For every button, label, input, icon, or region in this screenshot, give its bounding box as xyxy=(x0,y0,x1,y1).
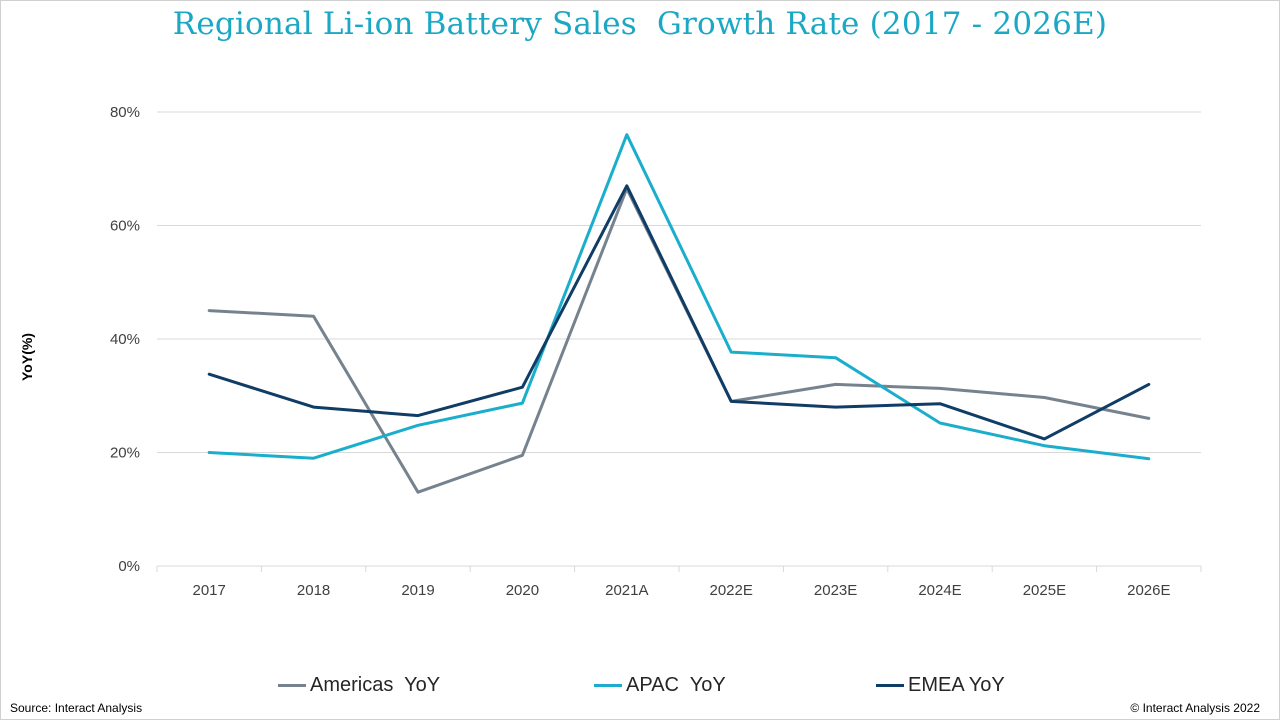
copyright-note: © Interact Analysis 2022 xyxy=(1130,701,1260,715)
legend-label-emea: EMEA YoY xyxy=(908,673,1005,696)
legend: Americas YoY APAC YoY EMEA YoY xyxy=(0,670,1280,700)
x-tick-label: 2021A xyxy=(605,582,648,599)
legend-item-americas: Americas YoY xyxy=(278,670,440,700)
y-tick-label: 60% xyxy=(110,218,140,235)
chart-title: Regional Li-ion Battery Sales Growth Rat… xyxy=(172,6,1108,42)
series-line-emea xyxy=(207,184,1151,441)
gridlines xyxy=(157,111,1201,453)
x-axis xyxy=(156,565,1202,572)
y-tick-label: 80% xyxy=(110,104,140,121)
legend-swatch-americas xyxy=(278,683,306,687)
y-tick-label: 20% xyxy=(110,445,140,462)
source-note: Source: Interact Analysis xyxy=(10,701,143,715)
legend-label-americas: Americas YoY xyxy=(310,673,441,696)
legend-item-apac: APAC YoY xyxy=(594,670,726,700)
series-line-apac xyxy=(207,133,1151,461)
legend-swatch-emea xyxy=(876,683,904,687)
x-tick-label: 2019 xyxy=(401,582,434,599)
x-tick-label: 2018 xyxy=(297,582,330,599)
y-tick-label: 40% xyxy=(110,331,140,348)
x-tick-label: 2026E xyxy=(1127,582,1170,599)
y-tick-label: 0% xyxy=(118,558,140,575)
x-tick-label: 2024E xyxy=(918,582,961,599)
y-tick-labels: 0% 20% 40% 60% 80% xyxy=(110,104,140,575)
x-tick-label: 2023E xyxy=(814,582,857,599)
x-tick-label: 2020 xyxy=(506,582,539,599)
x-tick-label: 2025E xyxy=(1023,582,1066,599)
x-tick-label: 2022E xyxy=(710,582,753,599)
legend-label-apac: APAC YoY xyxy=(626,673,726,696)
x-tick-labels: 2017 2018 2019 2020 2021A 2022E 2023E 2024E 2025… xyxy=(193,582,1171,599)
series-lines xyxy=(207,133,1151,494)
legend-swatch-apac xyxy=(594,683,622,687)
x-tick-label: 2017 xyxy=(193,582,226,599)
legend-item-emea: EMEA YoY xyxy=(876,670,1005,700)
